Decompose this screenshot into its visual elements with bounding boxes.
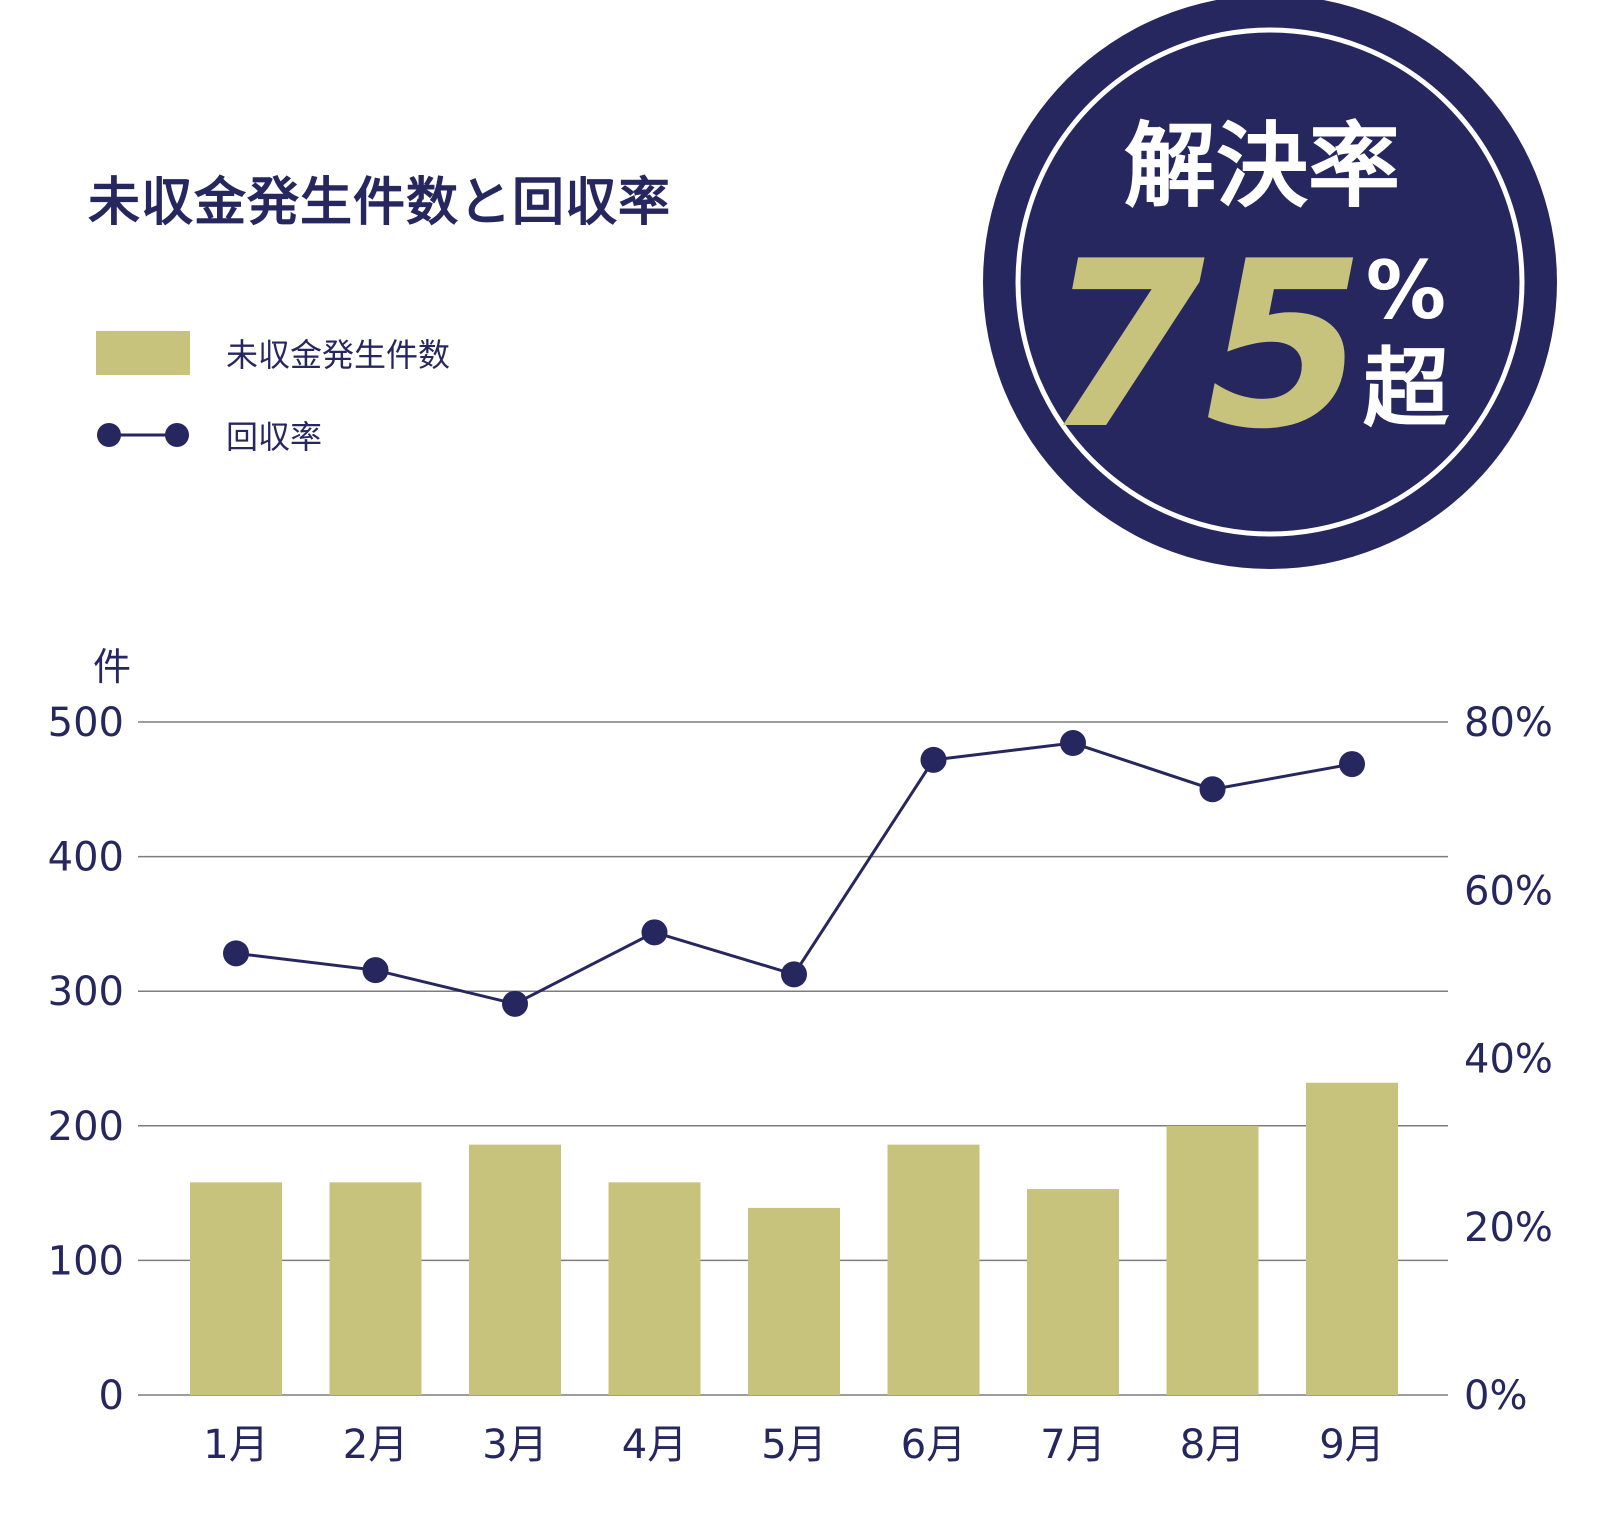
x-tick-label: 6月 [901, 1422, 966, 1468]
x-tick-label: 3月 [482, 1422, 547, 1468]
rate-point-6 [920, 746, 947, 773]
rate-point-4 [641, 919, 668, 946]
x-tick-label: 1月 [203, 1422, 268, 1468]
legend-line-dot-right [165, 423, 189, 447]
x-tick-label: 2月 [343, 1422, 408, 1468]
resolution-rate-badge: 解決率 75 % 超 [983, 0, 1557, 569]
badge-suffix: 超 [1363, 339, 1450, 439]
y-left-tick-label: 500 [48, 700, 124, 746]
x-tick-label: 7月 [1040, 1422, 1105, 1468]
y-left-axis-label: 件 [93, 645, 131, 689]
legend-line-swatch [97, 423, 189, 447]
y-left-tick-label: 200 [48, 1104, 124, 1150]
y-left-tick-label: 300 [48, 969, 124, 1015]
x-tick-label: 9月 [1319, 1422, 1384, 1468]
y-right-tick-label: 40% [1464, 1037, 1553, 1083]
bar-7 [1027, 1189, 1119, 1395]
badge-ring [1015, 27, 1525, 537]
legend-label-line: 回収率 [226, 418, 323, 456]
rate-point-9 [1339, 751, 1365, 778]
bar-1 [190, 1182, 282, 1395]
rate-point-2 [362, 957, 389, 984]
bar-8 [1166, 1125, 1259, 1395]
rate-point-5 [781, 961, 807, 988]
y-right-tick-label: 60% [1464, 868, 1553, 914]
rate-point-3 [502, 990, 528, 1017]
legend-item-line: 回収率 [96, 412, 322, 458]
bar-9 [1306, 1082, 1398, 1395]
y-left-tick-label: 0 [99, 1373, 124, 1419]
rate-point-7 [1060, 730, 1086, 757]
bar-6 [887, 1144, 980, 1395]
badge-label: 解決率 [1124, 113, 1400, 220]
bar-5 [748, 1207, 840, 1395]
bar-3 [469, 1144, 561, 1395]
badge-number: 75 [1045, 213, 1365, 480]
y-right-tick-label: 0% [1464, 1373, 1527, 1419]
y-right-tick-label: 20% [1464, 1205, 1553, 1251]
legend-bar-swatch-rect [96, 331, 190, 375]
chart-title: 未収金発生件数と回収率 [88, 173, 672, 233]
x-tick-label: 4月 [622, 1422, 687, 1468]
rate-point-8 [1199, 776, 1226, 803]
legend-line-dot-left [97, 423, 121, 447]
x-tick-label: 5月 [761, 1422, 826, 1468]
badge-percent: % [1366, 244, 1446, 337]
x-tick-label: 8月 [1180, 1422, 1245, 1468]
y-left-tick-label: 100 [48, 1238, 124, 1284]
rate-point-1 [223, 940, 249, 967]
bar-4 [608, 1182, 701, 1395]
badge-outer-circle [983, 0, 1557, 569]
legend-label-bar: 未収金発生件数 [226, 336, 451, 374]
legend-item-bar: 未収金発生件数 [96, 330, 450, 376]
y-left-tick-label: 400 [48, 835, 124, 881]
bar-2 [329, 1182, 422, 1395]
y-right-tick-label: 80% [1464, 700, 1553, 746]
legend-bar-swatch [96, 331, 190, 375]
